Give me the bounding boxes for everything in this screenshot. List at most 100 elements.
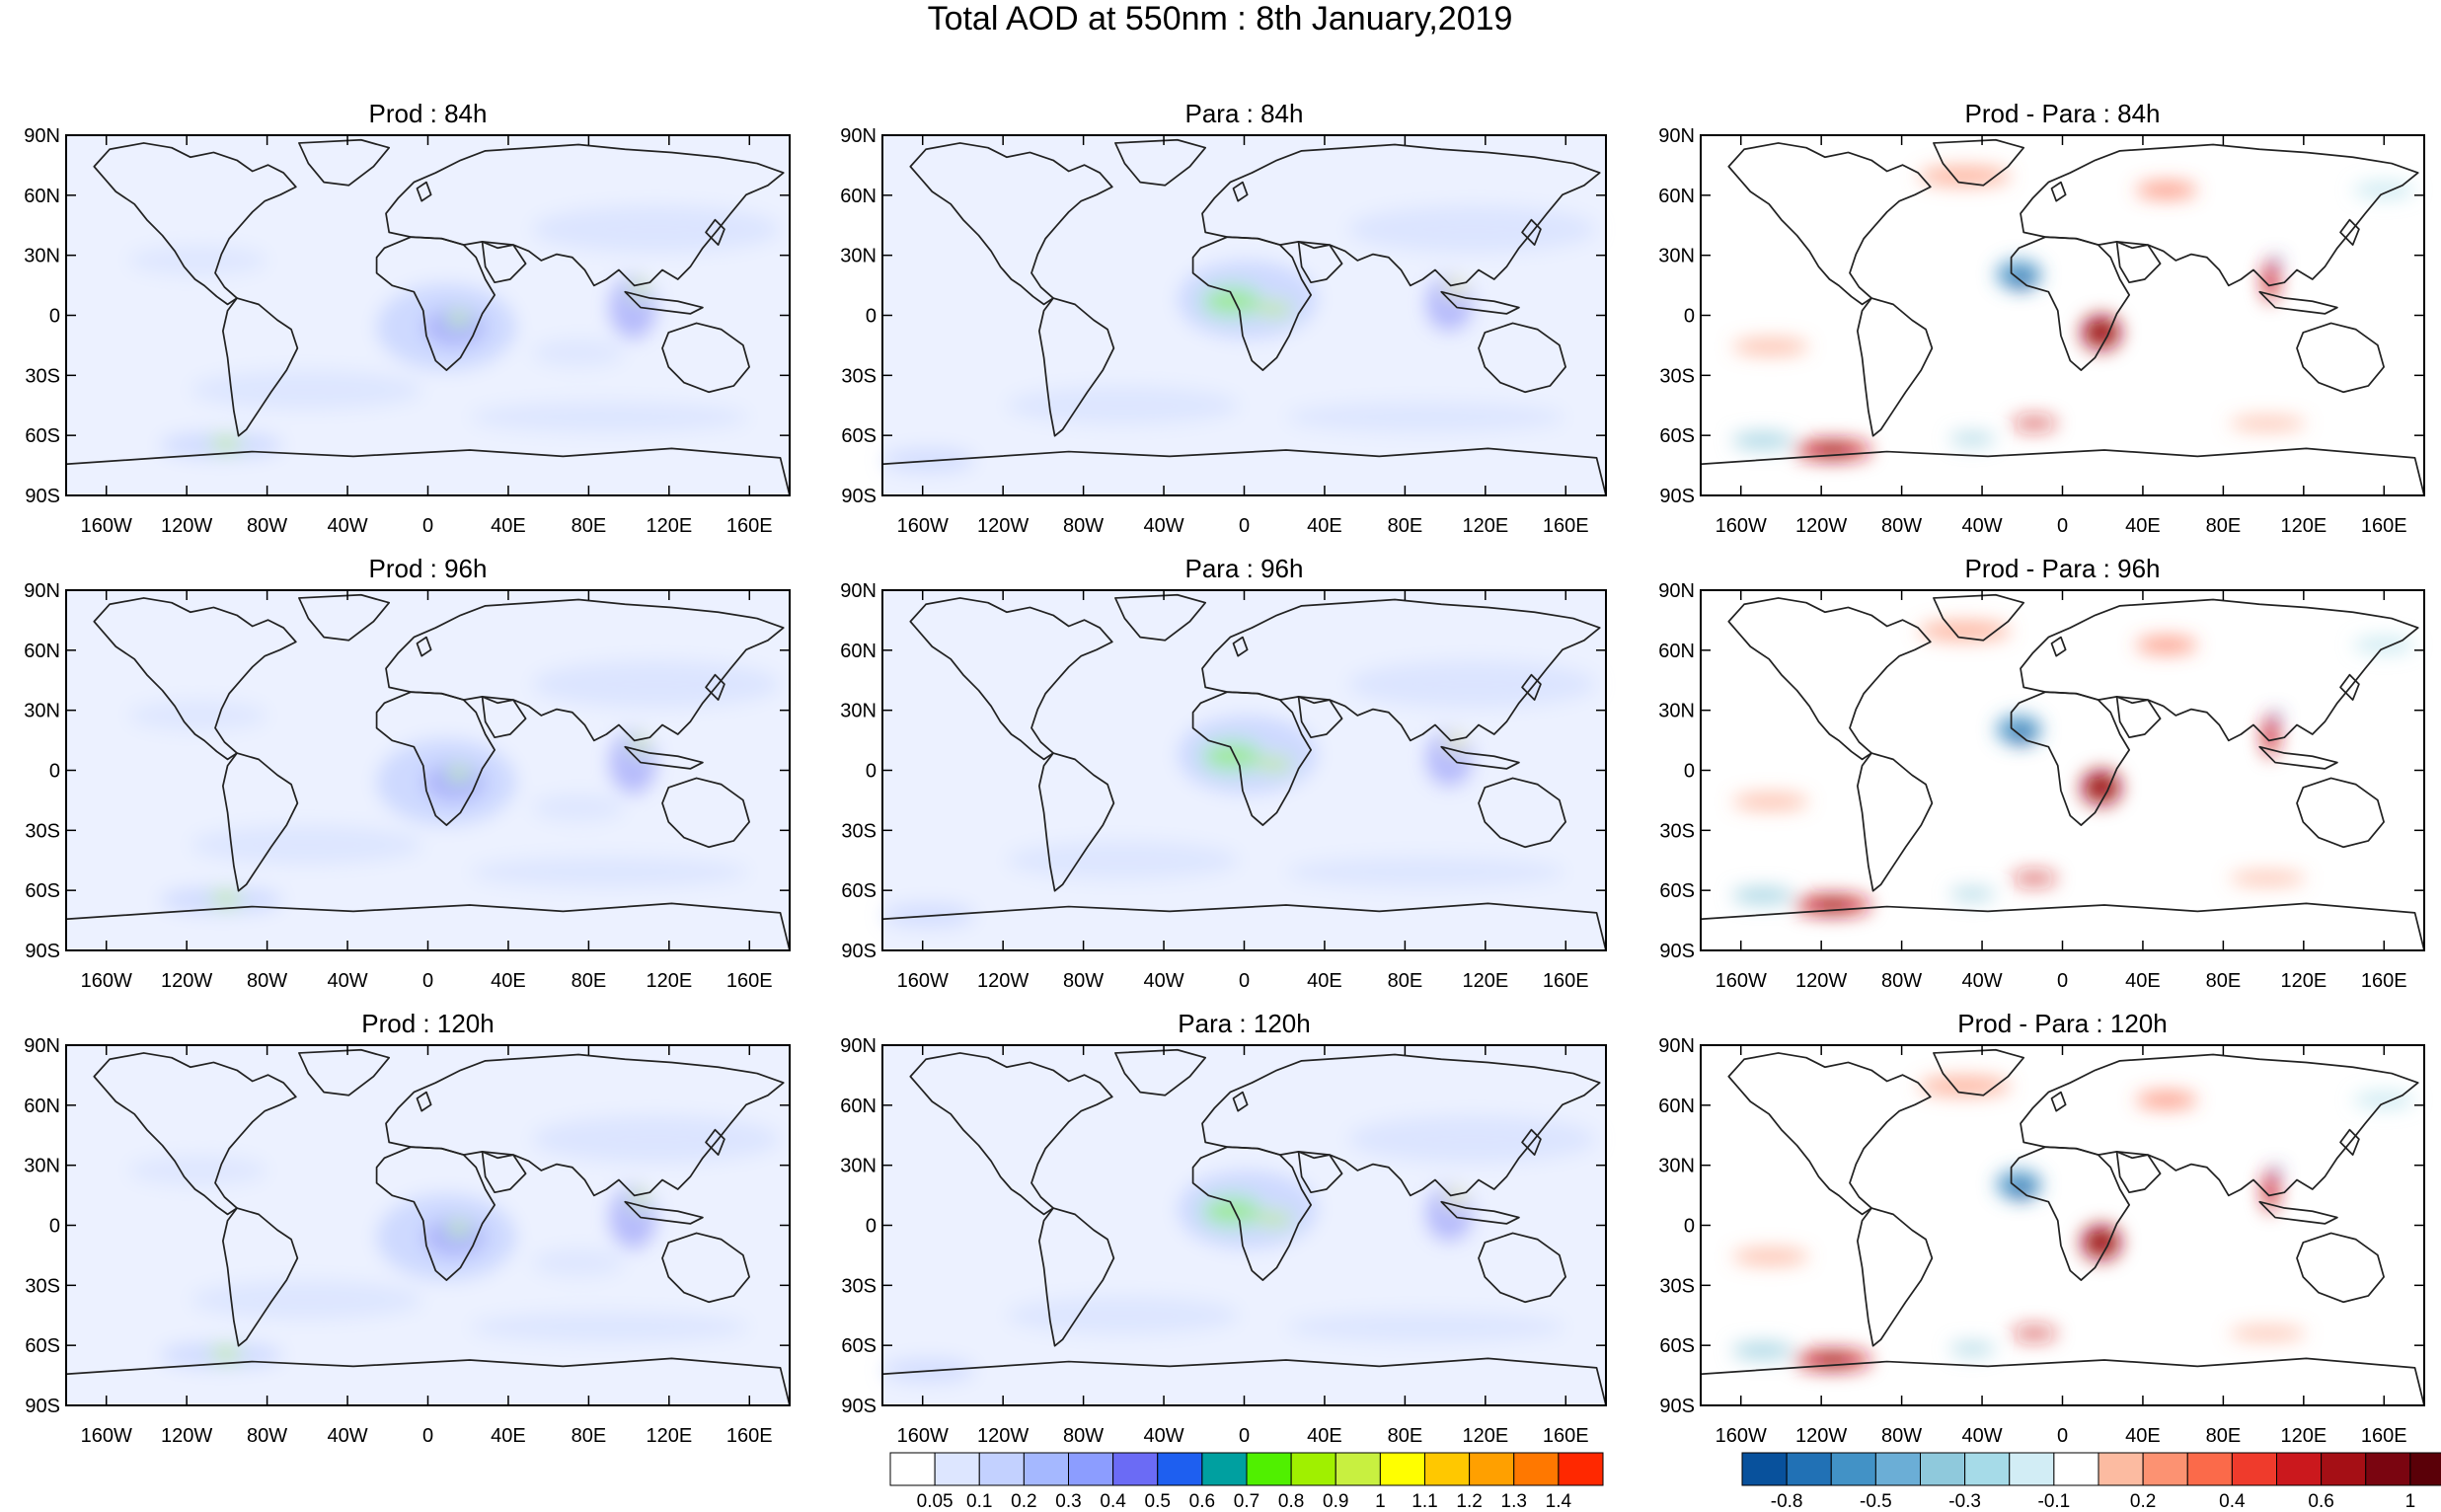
lon-label: 40W <box>1143 970 1183 992</box>
lat-label: 90N <box>24 125 60 147</box>
lon-label: 160E <box>1543 1425 1589 1447</box>
panel-title: Para : 84h <box>1185 99 1304 128</box>
aod-field <box>65 590 791 951</box>
lon-label: 40E <box>491 1425 526 1447</box>
map-panel-d120: Prod - Para : 120h 90N 60N 30N 0 30S 60S 90S 160… <box>1658 1009 2425 1447</box>
lon-label: 0 <box>1239 970 1250 992</box>
lat-label: 30N <box>1658 246 1695 267</box>
aod-field <box>1700 135 2425 496</box>
colorbar-label: 0.2 <box>1011 1491 1036 1512</box>
lat-label: 30S <box>25 820 60 842</box>
colorbar-label: 1.3 <box>1501 1491 1527 1512</box>
lon-label: 40E <box>1307 1425 1342 1447</box>
lat-label: 30N <box>1658 701 1695 722</box>
lat-label: 90S <box>25 1396 60 1417</box>
lat-label: 0 <box>49 306 60 328</box>
colorbar-swatch <box>1335 1452 1381 1486</box>
lon-label: 120W <box>161 970 212 992</box>
lon-label: 80E <box>2206 970 2242 992</box>
lon-label: 80W <box>1063 1425 1104 1447</box>
lon-label: 120W <box>1795 1425 1847 1447</box>
lat-label: 0 <box>1684 761 1695 783</box>
lon-label: 40W <box>327 970 367 992</box>
panel-title: Prod : 120h <box>361 1009 494 1038</box>
lat-label: 60S <box>841 880 877 902</box>
lat-label: 60N <box>1658 186 1695 207</box>
colorbar-swatch <box>1469 1452 1515 1486</box>
lat-label: 30N <box>840 701 877 722</box>
lon-label: 160W <box>1716 515 1767 537</box>
colorbar-swatch <box>1112 1452 1159 1486</box>
lon-label: 40W <box>1961 1425 2002 1447</box>
lat-label: 30S <box>841 1275 877 1297</box>
lat-label: 30S <box>1659 365 1695 387</box>
map-panel-a84: Para : 84h 90N 60N 30N 0 30S 60S 90S 160W 120W 80W… <box>840 99 1607 537</box>
lat-label: 90N <box>840 580 877 602</box>
colorbar-swatch <box>1741 1452 1788 1486</box>
lat-label: 30S <box>841 820 877 842</box>
lon-label: 80W <box>1881 1425 1922 1447</box>
aod-field <box>65 135 791 496</box>
colorbar-label: 1.4 <box>1546 1491 1572 1512</box>
lon-label: 40W <box>1143 515 1183 537</box>
lat-label: 90N <box>24 580 60 602</box>
lon-label: 160W <box>897 515 949 537</box>
lon-label: 0 <box>422 970 433 992</box>
lon-label: 40E <box>1307 515 1342 537</box>
colorbar-swatch <box>1290 1452 1336 1486</box>
map-panel-p120: Prod : 120h 90N 60N 30N 0 30S 60S 90S 160W 120W 80… <box>24 1009 791 1447</box>
colorbar-swatch <box>1513 1452 1560 1486</box>
colorbar-swatch <box>1830 1452 1876 1486</box>
lon-label: 40E <box>2125 1425 2161 1447</box>
lon-label: 120W <box>161 515 212 537</box>
colorbar-swatch <box>1379 1452 1425 1486</box>
map-panel-p96: Prod : 96h 90N 60N 30N 0 30S 60S 90S 160W 120W 80W… <box>24 554 791 992</box>
lon-label: 40E <box>2125 970 2161 992</box>
lat-label: 30S <box>1659 820 1695 842</box>
lat-label: 90N <box>840 1035 877 1057</box>
aod-colorbar: 0.05 0.1 0.2 0.3 0.4 0.5 0.6 0.7 0.8 0.9 1 1.1 1.2 1.… <box>889 1452 1604 1512</box>
colorbar-swatch <box>2409 1452 2441 1486</box>
lat-label: 60N <box>1658 641 1695 662</box>
colorbar-label: -0.1 <box>2038 1491 2071 1512</box>
lat-label: 30N <box>1658 1156 1695 1177</box>
colorbar-label: 0.6 <box>1189 1491 1215 1512</box>
lat-label: 90N <box>1658 125 1695 147</box>
colorbar-swatch <box>2365 1452 2411 1486</box>
lon-label: 120E <box>1462 515 1508 537</box>
lat-label: 30S <box>25 1275 60 1297</box>
map-panel-p84: Prod : 84h 90N 60N 30N 0 30S 60S 90S 160W 120W 80W… <box>24 99 791 537</box>
lon-label: 160E <box>726 1425 773 1447</box>
colorbar-label: 1.2 <box>1456 1491 1482 1512</box>
lat-label: 60S <box>25 425 60 447</box>
colorbar-label: 0.05 <box>917 1491 954 1512</box>
lon-label: 0 <box>422 515 433 537</box>
colorbar-swatch <box>2321 1452 2367 1486</box>
lat-label: 30S <box>1659 1275 1695 1297</box>
lon-label: 80E <box>1388 515 1423 537</box>
diff-colorbar: -0.8 -0.5 -0.3 -0.1 0.2 0.4 0.6 1 <box>1741 1452 2441 1512</box>
lon-label: 160E <box>2361 1425 2407 1447</box>
lon-label: 160E <box>1543 970 1589 992</box>
lon-label: 120E <box>1462 970 1508 992</box>
lon-label: 160W <box>81 970 132 992</box>
lon-label: 120E <box>1462 1425 1508 1447</box>
lon-label: 80W <box>247 515 287 537</box>
lon-label: 40W <box>1143 1425 1183 1447</box>
panel-title: Prod : 84h <box>369 99 488 128</box>
panel-title: Para : 120h <box>1178 1009 1310 1038</box>
lat-label: 60N <box>840 186 877 207</box>
lat-label: 0 <box>49 761 60 783</box>
lat-label: 90N <box>1658 580 1695 602</box>
lon-label: 0 <box>1239 1425 1250 1447</box>
colorbar-label: 0.4 <box>1100 1491 1126 1512</box>
lat-label: 30N <box>24 246 60 267</box>
lat-label: 60N <box>24 641 60 662</box>
lat-label: 60N <box>840 1096 877 1117</box>
colorbar-label: 1.1 <box>1411 1491 1437 1512</box>
aod-field <box>881 590 1607 951</box>
colorbar-swatch <box>2009 1452 2055 1486</box>
lat-label: 30N <box>840 1156 877 1177</box>
lon-label: 80W <box>1063 515 1104 537</box>
